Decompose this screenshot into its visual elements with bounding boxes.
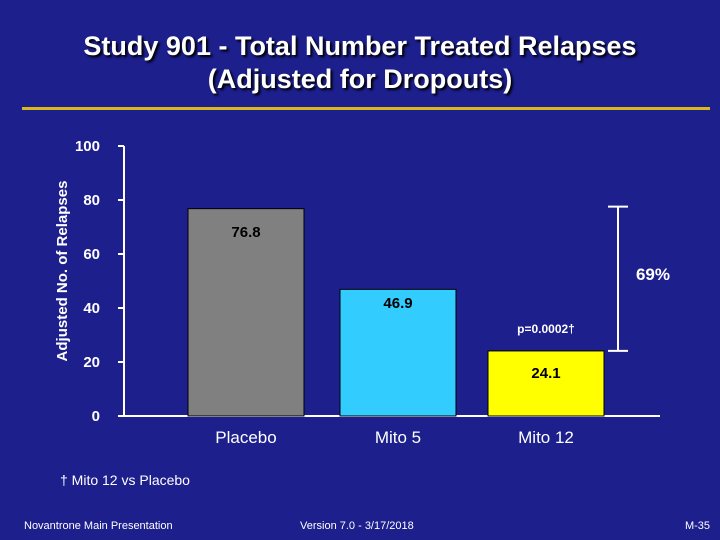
bar-value-label: 24.1 (531, 365, 560, 382)
y-tick-label: 40 (83, 300, 100, 317)
slide-title: Study 901 - Total Number Treated Relapse… (0, 30, 720, 96)
y-tick-label: 0 (92, 408, 100, 425)
reduction-percent-label: 69% (636, 265, 670, 284)
y-tick-label: 80 (83, 192, 100, 209)
y-tick-label: 100 (75, 138, 100, 155)
chart-annotations: 69% p=0.0002† (517, 205, 670, 352)
bar-mito-5 (339, 288, 457, 417)
x-category-label: Placebo (215, 428, 276, 447)
title-line-2: (Adjusted for Dropouts) (207, 64, 513, 94)
x-category-label: Mito 12 (518, 428, 574, 447)
title-line-1: Study 901 - Total Number Treated Relapse… (83, 31, 637, 61)
bar-placebo (187, 208, 305, 417)
bar-value-label: 76.8 (231, 224, 260, 241)
title-underline (22, 107, 710, 110)
footer-presentation: Novantrone Main Presentation (24, 520, 173, 532)
p-value-label: p=0.0002† (517, 322, 575, 336)
chart-bars (187, 208, 605, 417)
footer-page-number: M-35 (684, 520, 710, 532)
x-category-label: Mito 5 (375, 428, 421, 447)
y-axis-title: Adjusted No. of Relapses (54, 181, 71, 362)
bar-mito-12 (487, 350, 605, 417)
chart-labels: 0 20 40 60 80 100 Adjusted No. of Relapses 76.8… (54, 138, 574, 447)
footer-version: Version 7.0 - 3/17/2018 (300, 520, 414, 532)
bar-value-label: 46.9 (383, 295, 412, 312)
y-tick-label: 60 (83, 246, 100, 263)
footnote: † Mito 12 vs Placebo (60, 472, 190, 488)
y-tick-label: 20 (83, 354, 100, 371)
